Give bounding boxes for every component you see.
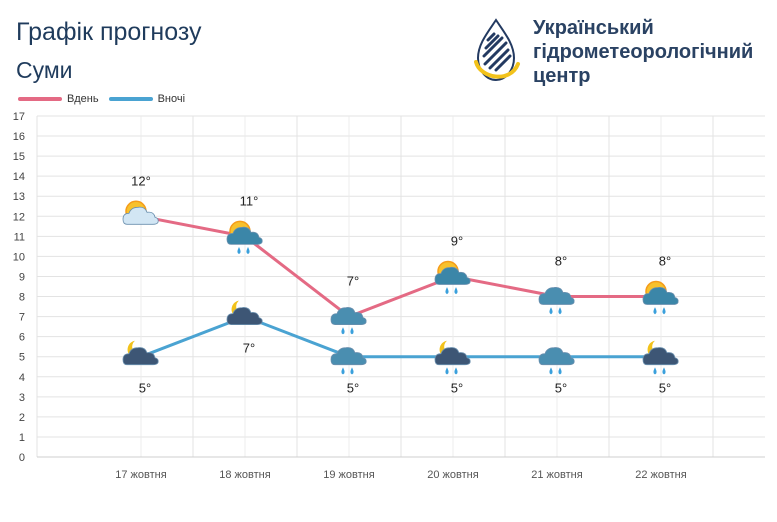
x-tick-label: 18 жовтня [219, 469, 270, 481]
rain-drop [653, 307, 657, 315]
y-tick-label: 14 [13, 171, 25, 183]
cloud-shape [642, 286, 679, 305]
cloud-shape [434, 266, 471, 285]
x-tick-label: 22 жовтня [635, 469, 686, 481]
cloud-shape [330, 307, 367, 325]
y-tick-label: 9 [19, 271, 25, 283]
y-tick-label: 17 [13, 111, 25, 123]
cloud-shape [122, 206, 159, 225]
x-tick-label: 17 жовтня [115, 469, 166, 481]
y-tick-label: 11 [14, 231, 25, 243]
page-title: Графік прогнозу [16, 18, 202, 46]
rain-drop [662, 367, 666, 375]
rain-drop [454, 287, 458, 295]
org-line-3: центр [533, 65, 591, 87]
rain-drop [350, 327, 354, 335]
rain-drop [341, 367, 345, 375]
legend-item-night[interactable]: Вночі [108, 93, 186, 105]
rain-drop [341, 327, 345, 335]
data-label-night: 7° [243, 341, 255, 356]
ugmc-logo-icon [474, 18, 520, 82]
legend-label-day: Вдень [67, 93, 99, 105]
moon-cloud-rain-icon [434, 340, 471, 375]
moon-cloud-icon [122, 340, 159, 366]
rain-drop [558, 367, 562, 375]
cloud-shape [538, 286, 575, 305]
legend-swatch-day [18, 97, 62, 101]
x-tick-label: 20 жовтня [427, 469, 478, 481]
cloud-shape [226, 307, 263, 325]
y-tick-label: 1 [19, 432, 25, 444]
cloud-shape [226, 226, 263, 245]
data-label-day: 12° [131, 173, 151, 188]
rain-drop [350, 367, 354, 375]
y-tick-label: 4 [19, 372, 25, 384]
y-tick-label: 8 [19, 292, 25, 304]
y-tick-label: 16 [13, 131, 25, 143]
data-label-night: 5° [347, 381, 359, 396]
data-label-day: 9° [451, 233, 463, 248]
y-tick-label: 0 [19, 452, 25, 464]
chart-legend: Вдень Вночі [18, 93, 195, 105]
cloud-rain-icon [538, 347, 575, 375]
cloud-shape [642, 347, 679, 366]
x-tick-label: 19 жовтня [323, 469, 374, 481]
cloud-shape [122, 347, 159, 366]
cloud-rain-icon [330, 347, 367, 375]
y-tick-label: 12 [13, 211, 25, 223]
cloud-shape [434, 347, 471, 366]
data-label-day: 11° [240, 193, 259, 208]
data-label-night: 5° [659, 381, 671, 396]
legend-swatch-night [108, 97, 153, 101]
data-label-night: 5° [451, 381, 463, 396]
moon-cloud-icon [226, 300, 263, 325]
org-line-2: гідрометеорологічний [533, 41, 754, 63]
rain-drop [549, 367, 553, 375]
cloud-rain-icon [330, 307, 367, 335]
cloud-rain-icon [538, 286, 575, 315]
y-tick-label: 10 [13, 251, 25, 263]
rain-drop [237, 247, 241, 255]
data-label-night: 5° [139, 381, 151, 396]
sun-cloud-icon [122, 200, 159, 225]
y-tick-label: 2 [19, 412, 25, 424]
y-tick-label: 3 [19, 392, 25, 404]
data-label-day: 8° [659, 254, 671, 269]
sun-cloud-rain-icon [642, 280, 679, 315]
y-tick-label: 7 [19, 312, 25, 324]
data-label-day: 8° [555, 254, 567, 269]
sun-cloud-rain-icon [226, 220, 263, 255]
sun-cloud-rain-icon [434, 260, 471, 295]
x-tick-label: 21 жовтня [531, 469, 582, 481]
rain-drop [662, 307, 666, 315]
y-tick-label: 13 [13, 191, 25, 203]
y-tick-label: 6 [19, 332, 25, 344]
series-line-day [140, 214, 661, 319]
y-tick-label: 15 [13, 151, 25, 163]
cloud-shape [330, 347, 367, 366]
moon-cloud-rain-icon [642, 340, 679, 375]
rain-drop [445, 287, 449, 295]
legend-label-night: Вночі [157, 93, 186, 105]
rain-drop [653, 367, 657, 375]
cloud-shape [538, 347, 575, 366]
city-name: Суми [16, 57, 73, 83]
y-tick-label: 5 [19, 352, 25, 364]
rain-drop [558, 307, 562, 315]
legend-item-day[interactable]: Вдень [18, 93, 99, 105]
rain-drop [454, 367, 458, 375]
org-line-1: Український [533, 17, 654, 39]
organization-name: Український гідрометеорологічний центр [533, 16, 753, 88]
data-label-night: 5° [555, 381, 567, 396]
data-label-day: 7° [347, 274, 359, 289]
rain-drop [246, 247, 250, 255]
rain-drop [549, 307, 553, 315]
rain-drop [445, 367, 449, 375]
